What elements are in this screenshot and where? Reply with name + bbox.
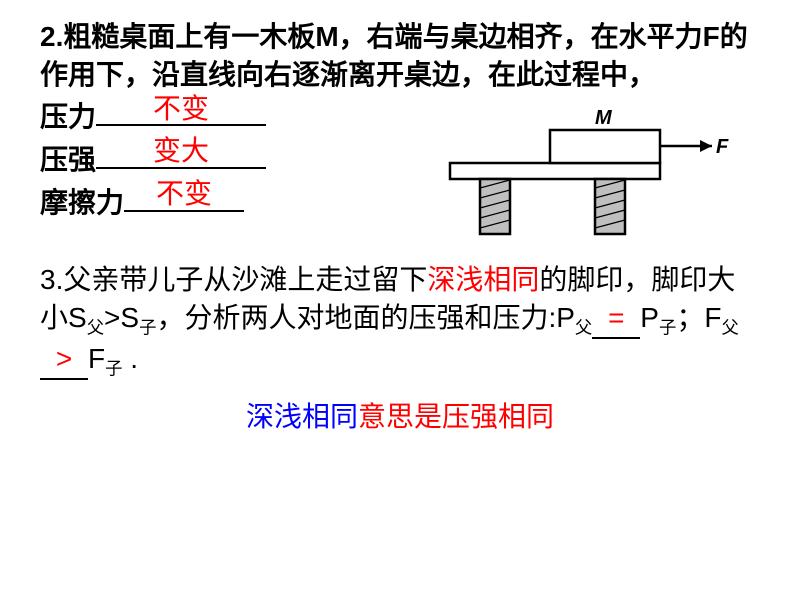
q2-blank-2: 不变 [124,179,244,212]
q2-intro: 粗糙桌面上有一木板M，右端与桌边相齐，在水平力F的作用下，沿直线向右逐渐离开桌边… [40,21,748,90]
q3-f2: F [88,343,105,374]
note-line: 深浅相同意思是压强相同 [40,395,760,435]
q3-ans-gt: > [40,340,88,380]
q2-diagram: M F [440,108,730,248]
q3-sub-zi3: 子 [105,359,122,379]
q3-gt: > [104,302,120,333]
q3-t1: 父亲带儿子从沙滩上走过留下 [63,264,427,295]
note-a: 深浅相同 [246,401,358,432]
q2-blank-0: 不变 [96,94,266,127]
q3-dsxt: 深浅相同 [427,264,539,295]
q3-sub-zi2: 子 [659,318,676,338]
q3-p2: P [640,302,659,333]
diagram-label-F: F [716,136,729,158]
q3-t3: ，分析两人对地面的压强和压力:P [156,302,574,333]
q2-blank-1: 变大 [96,136,266,169]
q2-answer-1: 变大 [96,132,266,170]
q2-number: 2. [40,21,63,52]
note-b: 意思是压强相同 [358,401,554,432]
q3-f1: F [704,302,721,333]
q2-label-2: 摩擦力 [40,184,124,222]
diagram-label-M: M [595,108,613,129]
q3-sub-zi1: 子 [139,318,156,338]
q3-number: 3. [40,264,63,295]
q2-label-1: 压强 [40,141,96,179]
q2-answer-2: 不变 [124,175,244,213]
q3-ans-gt-text: > [56,343,72,374]
q3-sub-fu3: 父 [721,318,738,338]
q3-end: . [122,343,138,374]
q3-sep: ； [676,302,704,333]
q3-sub-fu1: 父 [87,318,104,338]
q3-ans-eq: = [592,299,640,339]
q2-label-0: 压力 [40,98,96,136]
q3-sub-fu2: 父 [575,318,592,338]
q3-s2: S [120,302,139,333]
q3-ans-eq-text: = [608,302,624,333]
q2-answer-0: 不变 [96,90,266,128]
q3-block: 3.父亲带儿子从沙滩上走过留下深浅相同的脚印，脚印大小S父>S子，分析两人对地面… [40,261,760,381]
